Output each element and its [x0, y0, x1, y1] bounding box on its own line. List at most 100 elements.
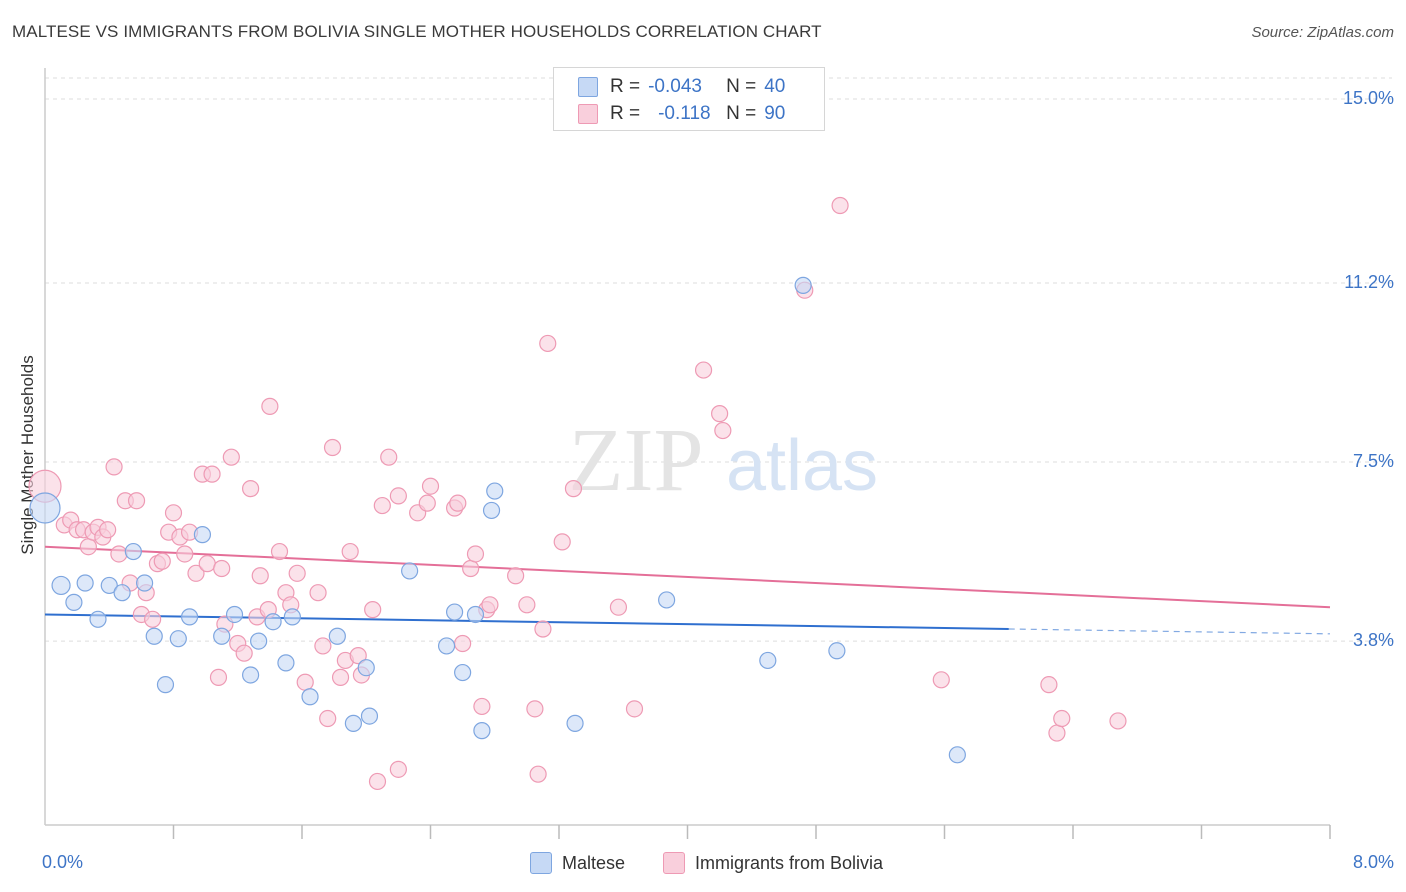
- bolivia-point: [714, 421, 732, 440]
- maltese-point: [242, 666, 260, 684]
- correlation-row-maltese: R = -0.043 N = 40: [578, 74, 785, 100]
- bolivia-point: [526, 700, 544, 718]
- bolivia-point: [364, 601, 382, 619]
- maltese-point: [225, 605, 244, 624]
- legend-item-bolivia: Immigrants from Bolivia: [663, 852, 883, 874]
- legend-label: Immigrants from Bolivia: [695, 852, 884, 873]
- maltese-point: [100, 576, 118, 595]
- bolivia-point: [454, 634, 472, 653]
- maltese-point: [401, 562, 419, 580]
- maltese-point: [357, 659, 375, 677]
- bolivia-point: [473, 697, 491, 716]
- bolivia-point: [153, 552, 171, 570]
- bolivia-point: [235, 644, 253, 662]
- bolivia-point: [449, 494, 467, 512]
- bolivia-point: [534, 620, 552, 638]
- bolivia-point: [1048, 724, 1066, 742]
- bolivia-point: [529, 765, 547, 783]
- bolivia-point: [932, 671, 950, 689]
- maltese-point: [794, 276, 812, 294]
- maltese-point: [213, 627, 231, 645]
- bolivia-point: [694, 361, 713, 379]
- correlation-row-bolivia: R = -0.118 N = 90: [578, 101, 785, 127]
- bolivia-point: [518, 596, 536, 614]
- maltese-legend-swatch-icon: [530, 852, 552, 874]
- bolivia-point: [368, 772, 387, 791]
- maltese-point: [454, 663, 472, 682]
- maltese-point: [473, 722, 491, 740]
- bolivia-point: [288, 564, 306, 582]
- bolivia-point: [625, 700, 644, 718]
- correlation-box: R = -0.043 N = 40 R = -0.118 N = 90: [553, 67, 825, 131]
- bolivia-point: [462, 559, 480, 578]
- bolivia-point: [203, 465, 221, 483]
- maltese-point: [828, 642, 846, 660]
- bolivia-point: [418, 494, 436, 512]
- bolivia-point: [209, 668, 228, 686]
- bolivia-legend-swatch-icon: [663, 852, 685, 874]
- bolivia-point: [164, 504, 183, 522]
- bolivia-point: [99, 521, 117, 539]
- maltese-point: [250, 632, 268, 650]
- bolivia-point: [341, 542, 359, 561]
- bolivia-swatch-icon: [578, 104, 598, 124]
- bolivia-point: [323, 438, 342, 457]
- bolivia-point: [389, 760, 407, 778]
- bolivia-point: [144, 610, 162, 628]
- maltese-point: [76, 574, 94, 592]
- legend-item-maltese: Maltese: [530, 852, 625, 874]
- r-value: -0.118: [658, 103, 711, 124]
- maltese-point: [51, 575, 71, 596]
- maltese-point: [169, 630, 187, 648]
- bolivia-point: [198, 555, 216, 573]
- maltese-point: [344, 714, 362, 732]
- x-tick-label-min: 0.0%: [42, 852, 84, 872]
- maltese-point: [658, 591, 676, 609]
- r-label: R =: [610, 103, 641, 124]
- bolivia-point: [1053, 709, 1071, 728]
- maltese-point: [113, 584, 131, 602]
- maltese-point: [124, 542, 142, 561]
- bolivia-point: [539, 334, 557, 353]
- maltese-point: [283, 608, 301, 626]
- bolivia-point: [831, 196, 849, 215]
- y-tick-label: 15.0%: [1342, 88, 1394, 109]
- maltese-point: [301, 688, 319, 706]
- legend-label: Maltese: [562, 852, 626, 873]
- maltese-point: [135, 574, 154, 592]
- bolivia-point: [314, 637, 332, 655]
- maltese-point: [29, 492, 61, 524]
- bolivia-point: [296, 673, 314, 691]
- n-value: 40: [764, 76, 786, 97]
- bolivia-point: [319, 709, 337, 728]
- x-tick-label-max: 8.0%: [1352, 852, 1394, 872]
- maltese-point: [466, 605, 485, 624]
- bolivia-point: [331, 668, 350, 686]
- bolivia-point: [222, 448, 240, 466]
- bolivia-point: [127, 492, 146, 510]
- bolivia-point: [609, 598, 628, 616]
- maltese-trend-line: [44, 613, 1009, 630]
- maltese-point: [193, 526, 212, 544]
- maltese-point: [566, 714, 584, 732]
- bolivia-point: [373, 496, 391, 515]
- bolivia-point: [564, 480, 583, 498]
- bolivia-point: [213, 559, 231, 578]
- maltese-swatch-icon: [578, 77, 598, 97]
- bolivia-point: [110, 545, 128, 563]
- r-label: R =: [610, 76, 641, 97]
- bolivia-point: [389, 487, 407, 505]
- bolivia-point: [1040, 676, 1058, 694]
- maltese-point: [360, 707, 379, 725]
- maltese-point: [89, 610, 107, 628]
- bolivia-point: [242, 480, 260, 498]
- y-tick-label: 7.5%: [1352, 451, 1394, 472]
- maltese-point: [948, 746, 966, 764]
- maltese-point: [486, 482, 504, 500]
- maltese-point: [482, 501, 501, 520]
- maltese-point: [445, 603, 464, 621]
- maltese-point: [65, 593, 83, 611]
- bolivia-point: [466, 545, 485, 563]
- watermark-atlas: atlas: [726, 426, 878, 506]
- bolivia-point: [261, 397, 279, 415]
